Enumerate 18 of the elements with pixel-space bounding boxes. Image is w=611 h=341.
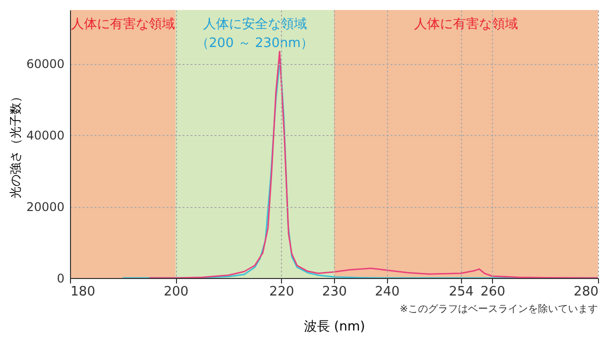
y-tick-label: 40000: [26, 128, 64, 143]
y-tick-label: 0: [56, 272, 64, 286]
text: ※このグラフはベースラインを除いています: [400, 303, 598, 315]
y-tick-label: 20000: [26, 200, 64, 214]
x-tick-label: 200: [164, 284, 189, 300]
x-axis-title: 波長 (nm): [304, 320, 366, 334]
y-tick-label: 60000: [26, 57, 64, 72]
x-tick-label: 180: [70, 284, 96, 300]
band-label: 人体に安全な領域（200 ～ 230nm）: [196, 16, 314, 51]
y-axis-title: 光の強さ（光子数）: [8, 90, 22, 198]
x-tick-label: 260: [480, 284, 506, 300]
x-tick-label: 280: [574, 284, 598, 300]
x-tick-label: 220: [269, 284, 294, 300]
band-label: 人体に有害な領域: [414, 16, 518, 32]
x-tick-label: 230: [322, 284, 347, 300]
band-label: 人体に有害な領域: [70, 16, 175, 32]
x-tick-label: 254: [448, 284, 474, 300]
x-tick-label: 240: [374, 284, 400, 300]
